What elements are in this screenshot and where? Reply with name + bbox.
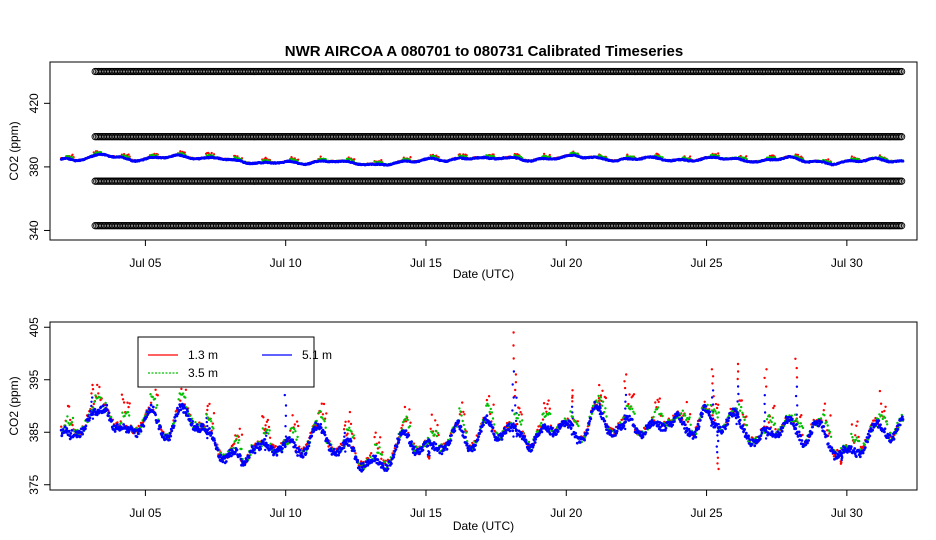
reference-level-row [91, 133, 906, 141]
point-1-3m [745, 155, 748, 158]
point-1-3m [827, 158, 830, 161]
point-1-3m [127, 153, 130, 156]
y-axis-label: CO2 (ppm) [7, 121, 21, 180]
y-tick-label: 340 [27, 220, 41, 240]
point-1-3m [542, 152, 546, 156]
reference-point [897, 133, 906, 141]
point-1-3m [319, 155, 322, 158]
reference-point [897, 67, 906, 76]
plot-frame [49, 61, 918, 241]
x-tick-label: Jul 30 [831, 256, 863, 270]
point-1-3m [717, 152, 720, 155]
x-tick-label: Jul 25 [691, 256, 723, 270]
point-1-3m [183, 151, 186, 154]
reference-point [897, 222, 906, 230]
point-3-5m [717, 154, 720, 157]
point-3-5m [268, 159, 271, 162]
point-1-3m [850, 155, 854, 158]
point-1-3m [353, 158, 356, 161]
x-axis-label: Date (UTC) [453, 267, 514, 281]
series-5-1m [59, 152, 905, 167]
point-1-3m [548, 153, 551, 157]
point-1-3m [290, 155, 293, 159]
point-1-3m [380, 158, 383, 162]
plot-area [59, 67, 906, 230]
reference-point [897, 177, 906, 185]
point-1-3m [210, 151, 213, 155]
reference-level-row [91, 67, 906, 76]
point-1-3m [179, 150, 182, 153]
point-3-5m [858, 157, 861, 161]
reference-level-row [91, 222, 906, 230]
point-1-3m [409, 156, 412, 159]
x-tick-label: Jul 05 [129, 256, 161, 270]
point-3-5m [661, 156, 664, 159]
figure-title: NWR AIRCOA A 080701 to 080731 Calibrated… [285, 43, 684, 60]
point-3-5m [156, 153, 159, 157]
x-tick-label: Jul 20 [550, 256, 582, 270]
reference-level-row [91, 177, 906, 185]
x-tick-label: Jul 10 [270, 256, 302, 270]
y-tick-label: 420 [27, 93, 41, 113]
point-1-3m [688, 155, 692, 158]
y-tick-label: 380 [27, 157, 41, 177]
point-3-5m [71, 156, 75, 159]
point-3-5m [128, 155, 131, 159]
point-1-3m [71, 153, 74, 156]
top-panel: Jul 05 Jul 10 Jul 15 Jul 20 Jul 25 Jul 30 340 3… [7, 61, 918, 281]
x-tick-label: Jul 15 [410, 256, 442, 270]
